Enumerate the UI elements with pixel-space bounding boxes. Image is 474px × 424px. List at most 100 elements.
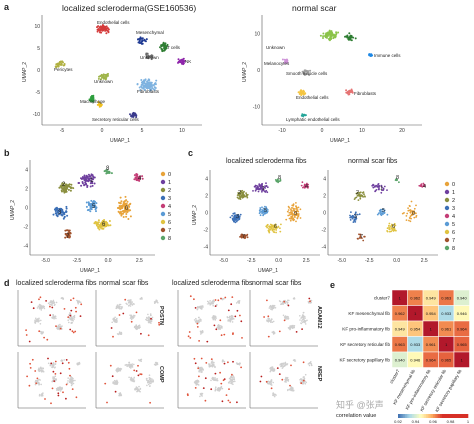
heatmap-cell-label: 0.962 (410, 295, 421, 300)
panel-c-ylabel: UMAP_2 (192, 204, 198, 225)
panel-e-letter: e (330, 280, 336, 290)
feature-plot-bg-point (128, 361, 130, 364)
unknown-point (151, 56, 154, 59)
panel-c-right-cluster-0-point (410, 210, 412, 212)
feature-plot-bg-point (229, 382, 231, 384)
panel-c-right-ytick: 4 (323, 177, 326, 183)
cluster-2-point (68, 185, 71, 188)
colorbar-tick: 1 (467, 419, 470, 424)
feature-plot-bg-point (303, 320, 305, 323)
feature-plot-expr-point (270, 387, 273, 390)
panel-c-right-cluster-2-point (357, 193, 360, 196)
heatmap-row-label: KF secretory reticular fib (340, 342, 390, 347)
feature-plot-bg-point (42, 332, 44, 334)
feature-plot-bg-point (215, 386, 217, 388)
panel-c-left-cluster-3-point (234, 218, 237, 220)
feature-plot-bg-point (288, 388, 291, 391)
cluster-5-point (92, 205, 95, 208)
tcell-point (164, 42, 167, 45)
feature-plot-bg-point (211, 363, 214, 366)
cluster-0-point (120, 210, 122, 213)
feature-plot-bg-point (309, 302, 311, 304)
feature-plot-bg-point (61, 297, 64, 300)
endothelial-point (104, 27, 106, 30)
feature-plot-bg-point (39, 379, 41, 381)
heatmap-cell-label: 1 (399, 295, 402, 300)
feature-plot-bg-point (38, 317, 40, 320)
panel-c-right-cluster-0-point (407, 207, 409, 209)
feature-plot-bg-point (117, 370, 120, 372)
fibroblast-point (153, 86, 156, 89)
feature-plot-bg-point (140, 360, 142, 362)
feature-plot-bg-point (125, 363, 128, 366)
feature-plot-expr-point (188, 331, 191, 333)
panel-c-right-cluster-6-point (388, 226, 390, 229)
panel-c-right-cluster-0-point (409, 220, 412, 223)
panel-c-right-cluster-label-5: 5 (382, 208, 385, 214)
cluster-2-point (65, 187, 68, 190)
colorbar-segment (398, 414, 401, 418)
feature-plot-expr-point (276, 367, 279, 369)
panel-c-left-cluster-0-point (291, 218, 294, 220)
cluster-1-point (93, 182, 96, 185)
panel-c-left-cluster-3-point (239, 213, 242, 216)
panel-c-left-cluster-1-point (258, 184, 261, 187)
panel-c-right-xtick: 0.0 (393, 258, 400, 264)
feature-plot-bg-point (304, 373, 307, 376)
feature-plot-bg-point (57, 387, 59, 389)
legend-b-swatch (160, 235, 166, 241)
panel-c-left-cluster-3-point (236, 214, 238, 217)
feature-plot-bg-point (284, 315, 287, 317)
label-lymphatic: Lymphatic endothelial cells (286, 117, 340, 122)
cluster-6-point (100, 222, 102, 225)
panel-c-right-cluster-2-point (361, 192, 364, 194)
nk-point (179, 60, 181, 63)
panel-c-left-cluster-6-point (279, 227, 281, 230)
colorbar-label: correlation value (336, 413, 377, 419)
panel-c-left-cluster-2-point (246, 195, 248, 197)
feature-plot-bg-point (152, 380, 155, 383)
feature-plot-bg-point (193, 319, 196, 321)
feature-plot-expr-point (135, 311, 138, 314)
feature-plot-bg-point (268, 319, 270, 322)
panel-c-left-cluster-3-point (235, 220, 238, 223)
cluster-0-point (120, 205, 122, 207)
feature-plot-expr-point (38, 298, 40, 301)
feature-plot-expr-point (221, 400, 224, 403)
legend-c-swatch (444, 221, 450, 227)
cluster-5-point (94, 204, 96, 207)
feature-plot-bg-point (303, 319, 306, 321)
feature-plot-bg-point (235, 302, 238, 304)
fibroblast-point (152, 88, 155, 91)
cluster-label-7: 7 (66, 234, 70, 240)
panel-c-left-cluster-label-0: 0 (294, 211, 297, 217)
fibroblast-point (147, 86, 150, 89)
feature-plot-bg-point (38, 303, 41, 306)
cluster-5-point (90, 204, 93, 206)
immune-point (371, 54, 374, 57)
panel-c-left-cluster-1-point (252, 190, 254, 192)
feature-plot-bg-point (68, 381, 71, 383)
feature-plot-bg-point (54, 303, 56, 306)
feature-plot-expr-point (227, 399, 230, 402)
feature-plot-expr-point (202, 387, 205, 389)
feature-plot-expr-point (104, 382, 107, 385)
panel-c-right-cluster-5-point (381, 208, 383, 211)
feature-plot-bg-point (200, 330, 203, 333)
feature-plot-expr-point (38, 330, 41, 333)
feature-plot-expr-point (227, 309, 230, 312)
feature-plot-expr-point (219, 319, 222, 322)
fibroblast-point (148, 85, 150, 88)
feature-plot-expr-point (229, 401, 232, 404)
panel-c-left-cluster-5-point (258, 212, 261, 215)
panel-c-left-cluster-0-point (296, 217, 299, 219)
macrophage-point (92, 99, 95, 102)
cluster-2-point (67, 188, 70, 191)
feature-plot-bg-point (269, 367, 272, 369)
feature-plot-bg-point (228, 316, 231, 319)
feature-plot-bg-point (218, 390, 220, 392)
heatmap-cell-label: 0.940 (395, 357, 406, 362)
panel-c-right-cluster-1-point (372, 186, 375, 189)
feature-plot-bg-point (282, 314, 285, 317)
feature-plot-bg-point (237, 300, 240, 302)
